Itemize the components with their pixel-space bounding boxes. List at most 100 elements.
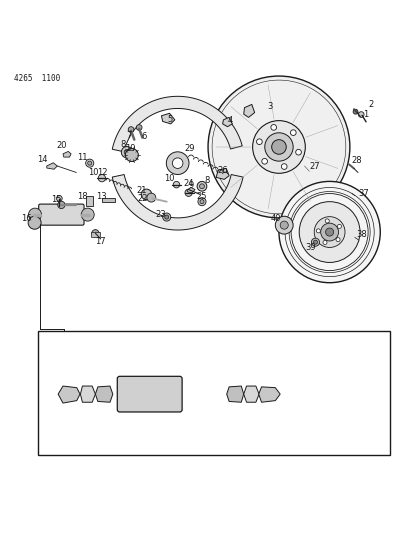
Text: 27: 27	[309, 161, 319, 171]
Text: 14: 14	[37, 155, 47, 164]
Circle shape	[271, 125, 277, 130]
FancyBboxPatch shape	[117, 376, 182, 412]
Text: 25: 25	[197, 192, 207, 201]
Circle shape	[40, 389, 48, 398]
Circle shape	[280, 221, 288, 229]
Circle shape	[265, 133, 293, 161]
Text: 8: 8	[204, 176, 210, 185]
Circle shape	[173, 158, 183, 168]
Circle shape	[81, 208, 94, 221]
Circle shape	[175, 389, 184, 399]
Circle shape	[200, 200, 204, 204]
Circle shape	[173, 181, 180, 188]
Circle shape	[262, 158, 268, 164]
Circle shape	[323, 240, 327, 245]
Text: 2: 2	[368, 100, 374, 109]
Text: 40: 40	[271, 214, 282, 223]
Polygon shape	[227, 386, 244, 402]
Text: 38: 38	[356, 230, 367, 239]
FancyBboxPatch shape	[39, 204, 84, 225]
Circle shape	[28, 216, 41, 229]
Text: 17: 17	[138, 426, 149, 435]
Polygon shape	[216, 168, 229, 180]
Circle shape	[314, 216, 345, 247]
Polygon shape	[95, 386, 113, 402]
Text: 23: 23	[155, 210, 166, 219]
Text: 17: 17	[95, 237, 106, 246]
Text: 15: 15	[305, 370, 315, 379]
Text: 24: 24	[183, 179, 194, 188]
Text: 19: 19	[125, 144, 135, 152]
Polygon shape	[112, 96, 242, 152]
Circle shape	[29, 208, 42, 221]
Text: 28: 28	[352, 156, 362, 165]
Circle shape	[337, 224, 341, 229]
Text: 32: 32	[100, 370, 110, 379]
Circle shape	[313, 240, 317, 244]
Circle shape	[88, 161, 92, 165]
Text: 13: 13	[97, 192, 107, 201]
Text: 6: 6	[141, 132, 147, 141]
Text: 4265  1100: 4265 1100	[13, 74, 60, 83]
Polygon shape	[259, 387, 280, 402]
Circle shape	[325, 219, 329, 223]
Circle shape	[290, 130, 296, 135]
Text: 10: 10	[164, 174, 175, 183]
Polygon shape	[187, 188, 195, 193]
Circle shape	[282, 164, 287, 169]
Text: 33: 33	[146, 364, 157, 373]
Text: 30: 30	[64, 370, 75, 379]
Polygon shape	[162, 114, 175, 124]
Circle shape	[198, 198, 206, 206]
Circle shape	[353, 109, 358, 114]
Polygon shape	[58, 386, 80, 403]
Circle shape	[163, 213, 171, 221]
Bar	[86, 196, 93, 206]
Circle shape	[275, 216, 293, 234]
Text: 34: 34	[216, 405, 226, 414]
Circle shape	[58, 201, 65, 208]
Circle shape	[92, 230, 99, 237]
Circle shape	[125, 149, 138, 161]
Text: 3: 3	[267, 102, 272, 111]
Text: 9: 9	[188, 181, 194, 190]
Polygon shape	[244, 104, 255, 117]
Circle shape	[141, 189, 152, 200]
Polygon shape	[63, 151, 71, 157]
Polygon shape	[112, 174, 243, 230]
Circle shape	[316, 229, 320, 233]
Bar	[91, 232, 100, 237]
Text: 30: 30	[267, 370, 277, 379]
Circle shape	[171, 385, 188, 403]
Circle shape	[185, 189, 192, 196]
Text: 4: 4	[228, 116, 233, 125]
Circle shape	[321, 223, 339, 241]
Circle shape	[212, 412, 219, 418]
Polygon shape	[223, 117, 233, 127]
Bar	[102, 198, 115, 201]
Polygon shape	[244, 386, 259, 402]
Text: 31: 31	[246, 368, 257, 377]
Text: 21: 21	[136, 186, 146, 195]
Circle shape	[296, 389, 304, 398]
Circle shape	[253, 120, 305, 173]
Circle shape	[257, 139, 262, 144]
Text: 26: 26	[217, 166, 228, 174]
Text: 22: 22	[137, 194, 148, 203]
Text: 37: 37	[359, 189, 369, 198]
Circle shape	[121, 147, 133, 158]
Circle shape	[336, 238, 340, 241]
Text: 7: 7	[126, 131, 132, 140]
Text: 5: 5	[167, 115, 172, 124]
Circle shape	[311, 238, 319, 246]
Circle shape	[98, 174, 106, 182]
Text: 11: 11	[77, 152, 88, 161]
Text: 32: 32	[230, 368, 241, 377]
Text: 29: 29	[184, 144, 195, 154]
Circle shape	[272, 140, 286, 154]
Circle shape	[147, 193, 156, 202]
Circle shape	[124, 149, 130, 155]
Polygon shape	[47, 163, 57, 169]
Polygon shape	[80, 386, 95, 402]
Text: 8: 8	[120, 140, 126, 149]
